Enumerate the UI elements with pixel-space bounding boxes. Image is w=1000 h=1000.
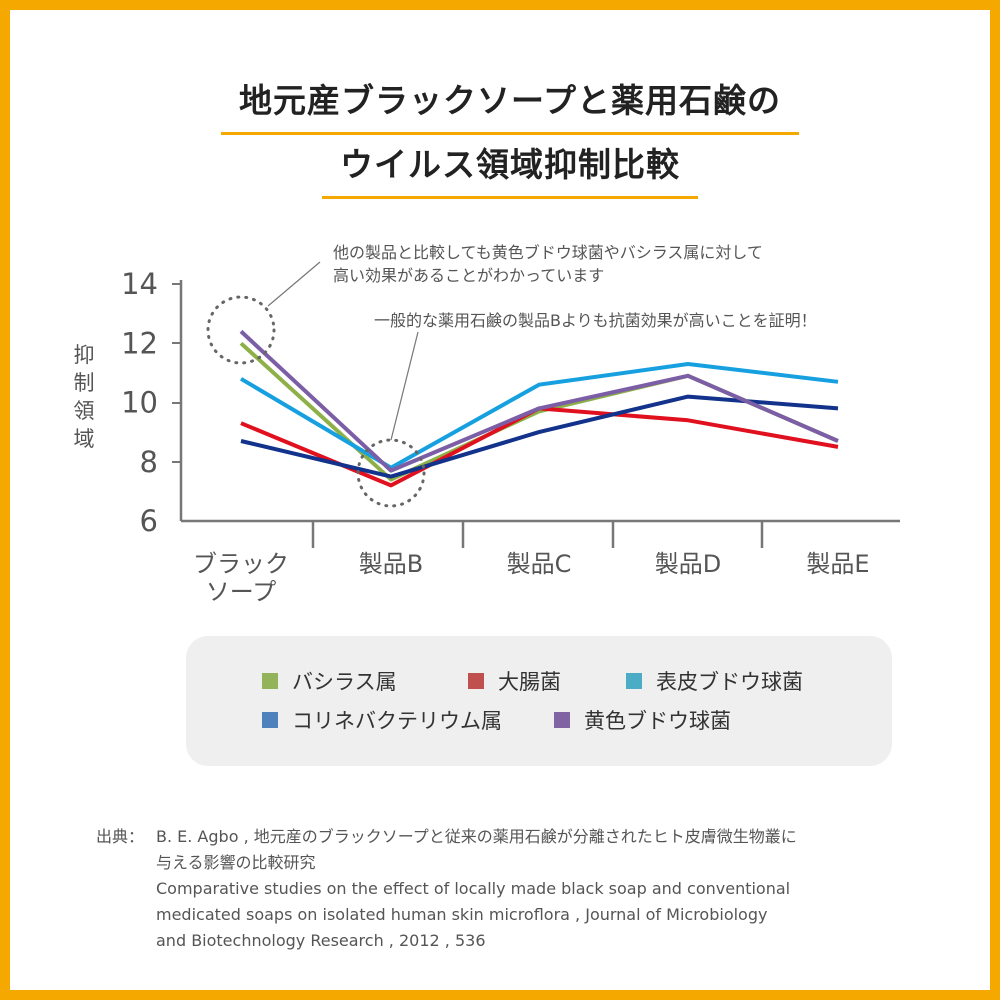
- leader-line-2: [390, 331, 419, 441]
- legend-label: 表皮ブドウ球菌: [656, 670, 803, 694]
- title-line-1: 地元産ブラックソープと薬用石鹸の: [10, 74, 1000, 135]
- legend-swatch: [554, 712, 570, 728]
- annotation-2: 一般的な薬用石鹸の製品Bよりも抗菌効果が高いことを証明！: [374, 311, 817, 330]
- highlight-circle-productB: [356, 438, 426, 508]
- source-line: Comparative studies on the effect of loc…: [156, 879, 791, 898]
- x-tick-label: 製品C: [507, 550, 572, 578]
- source-label: 出典：: [96, 827, 145, 846]
- x-tick-label: 製品B: [359, 550, 423, 578]
- series-line-4: [240, 394, 839, 479]
- title-text-1: 地元産ブラックソープと薬用石鹸の: [220, 74, 800, 135]
- source-line: and Biotechnology Research , 2012 , 536: [156, 931, 486, 950]
- legend-label: バシラス属: [292, 670, 397, 694]
- title-line-2: ウイルス領域抑制比較: [10, 138, 1000, 199]
- annotation-1-line-2: 高い効果があることがわかっています: [333, 266, 604, 285]
- source-line: medicated soaps on isolated human skin m…: [156, 905, 768, 924]
- series-line-5: [239, 329, 839, 473]
- legend-swatch: [262, 673, 278, 689]
- y-tick-label: 6: [140, 504, 158, 538]
- y-axis-label-char-2: 制: [74, 371, 95, 395]
- series-lines: [239, 329, 839, 488]
- legend-label: 黄色ブドウ球菌: [584, 709, 731, 733]
- legend-item-aureus: 黄色ブドウ球菌: [554, 705, 731, 735]
- legend-item-epidermidis: 表皮ブドウ球菌: [626, 666, 803, 696]
- y-tick-label: 8: [140, 445, 158, 479]
- x-tick-labels: ブラックソープ 製品B 製品C 製品D 製品E: [193, 550, 870, 606]
- legend-swatch: [262, 712, 278, 728]
- source-line: 与える影響の比較研究: [156, 853, 316, 872]
- x-tick-label: 製品D: [655, 550, 721, 578]
- source-body: B. E. Agbo , 地元産のブラックソープと従来の薬用石鹸が分離されたヒト…: [156, 824, 926, 954]
- legend-swatch: [468, 673, 484, 689]
- legend-label: 大腸菌: [498, 670, 561, 694]
- legend-label: コリネバクテリウム属: [292, 709, 502, 733]
- legend: バシラス属 大腸菌 表皮ブドウ球菌 コリネバクテリウム属 黄色ブドウ球菌: [186, 636, 892, 766]
- legend-item-bacillus: バシラス属: [262, 666, 397, 696]
- x-tick-label: ソープ: [206, 578, 277, 606]
- y-tick-label: 12: [121, 326, 158, 360]
- x-tick-label: ブラック: [193, 550, 289, 578]
- legend-item-ecoli: 大腸菌: [468, 666, 561, 696]
- y-tick-label: 14: [121, 267, 158, 301]
- series-line-3: [239, 362, 839, 470]
- y-tick-labels: 14 12 10 8 6: [121, 267, 158, 538]
- legend-item-corynebacterium: コリネバクテリウム属: [262, 705, 502, 735]
- x-tick-label: 製品E: [806, 550, 869, 578]
- y-tick-label: 10: [121, 386, 158, 420]
- y-axis-label-char-4: 域: [74, 427, 95, 451]
- series-line-2: [240, 406, 839, 488]
- y-axis-label-char-3: 領: [74, 399, 95, 423]
- source-line: B. E. Agbo , 地元産のブラックソープと従来の薬用石鹸が分離されたヒト…: [156, 827, 797, 846]
- axes: [172, 280, 900, 548]
- leader-line-1: [267, 261, 321, 307]
- y-axis-label-char-1: 抑: [74, 343, 95, 367]
- highlight-circle-blacksoap: [206, 295, 276, 365]
- title-text-2: ウイルス領域抑制比較: [322, 138, 698, 199]
- legend-swatch: [626, 673, 642, 689]
- annotation-1-line-1: 他の製品と比較しても黄色ブドウ球菌やバシラス属に対して: [333, 243, 763, 262]
